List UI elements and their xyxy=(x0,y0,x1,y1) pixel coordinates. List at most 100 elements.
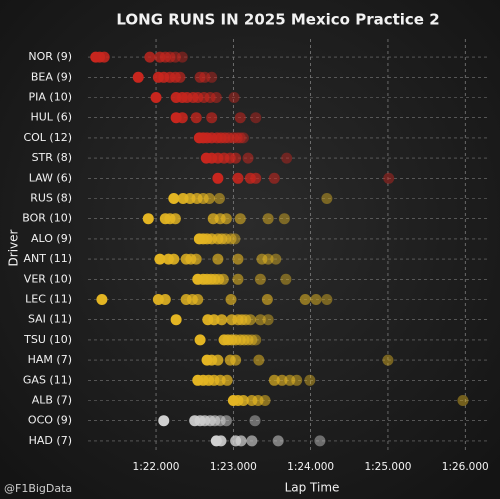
lap-point xyxy=(232,172,244,184)
lap-point xyxy=(235,435,247,447)
lap-point xyxy=(154,253,166,265)
lap-point xyxy=(228,92,240,103)
lap-point xyxy=(206,112,218,124)
lap-point xyxy=(190,112,202,124)
y-tick-label: HAM (7) xyxy=(28,353,72,366)
lap-point xyxy=(383,172,395,184)
y-tick-label: BEA (9) xyxy=(31,70,72,83)
lap-point xyxy=(168,253,180,265)
lap-point xyxy=(215,435,227,447)
lap-point xyxy=(276,374,288,386)
lap-point xyxy=(280,273,292,285)
lap-point xyxy=(272,435,284,447)
lap-point xyxy=(213,193,225,204)
lap-point xyxy=(382,354,394,366)
y-tick-label: BOR (10) xyxy=(22,212,72,225)
lap-point xyxy=(244,314,256,326)
lap-point xyxy=(232,273,244,285)
y-tick-label: NOR (9) xyxy=(28,50,72,63)
lap-point xyxy=(199,71,211,83)
lap-point xyxy=(457,395,469,406)
lap-point xyxy=(98,51,110,63)
y-tick-label: STR (8) xyxy=(32,151,72,164)
lap-point xyxy=(254,314,266,326)
lap-point xyxy=(246,435,258,447)
lap-point xyxy=(250,334,262,346)
y-tick-label: GAS (11) xyxy=(23,373,72,386)
y-tick-label: ALO (9) xyxy=(31,232,72,245)
lap-point xyxy=(229,233,241,245)
y-tick-label: HAD (7) xyxy=(29,434,72,447)
y-tick-label: PIA (10) xyxy=(29,91,72,104)
lap-point xyxy=(176,112,188,124)
lap-point xyxy=(221,374,233,386)
lap-point xyxy=(242,152,254,164)
lap-point xyxy=(281,152,293,164)
lap-point xyxy=(190,253,202,265)
lap-point xyxy=(250,172,262,184)
lap-point xyxy=(234,213,246,225)
lap-point xyxy=(225,294,237,305)
lap-point xyxy=(261,294,273,305)
lap-point xyxy=(176,51,188,63)
lap-point xyxy=(268,374,280,386)
lap-point xyxy=(237,395,249,406)
lap-point xyxy=(169,51,181,63)
watermark: @F1BigData xyxy=(4,482,72,495)
lap-point xyxy=(212,253,224,265)
y-tick-label: ALB (7) xyxy=(32,394,72,407)
lap-point xyxy=(246,334,258,346)
y-axis-label: Driver xyxy=(7,229,21,266)
lap-point xyxy=(234,112,246,124)
lap-point xyxy=(254,273,266,285)
lap-point xyxy=(159,294,171,305)
y-tick-label: VER (10) xyxy=(24,272,72,285)
lap-point xyxy=(194,334,206,346)
lap-point xyxy=(249,415,261,427)
lap-point xyxy=(174,71,186,83)
y-tick-label: ANT (11) xyxy=(23,252,72,265)
lap-point xyxy=(132,71,144,83)
lap-point xyxy=(262,253,274,265)
lap-point xyxy=(250,112,262,124)
lap-point xyxy=(268,172,280,184)
lap-point xyxy=(216,314,228,326)
y-tick-label: LEC (11) xyxy=(25,293,72,306)
lap-point xyxy=(169,213,181,225)
lap-point xyxy=(230,354,242,366)
y-tick-label: LAW (6) xyxy=(29,171,72,184)
x-axis-label: Lap Time xyxy=(285,481,340,495)
lap-point xyxy=(158,415,170,427)
lap-point xyxy=(220,213,232,225)
lap-point xyxy=(192,294,204,305)
lap-point xyxy=(220,415,232,427)
lap-point xyxy=(208,314,220,326)
x-tick-label: 1:23.000 xyxy=(210,461,257,473)
lap-point xyxy=(96,294,108,305)
lap-point xyxy=(144,51,156,63)
lap-point xyxy=(291,374,303,386)
lap-point xyxy=(314,435,326,447)
lap-point xyxy=(310,294,322,305)
x-tick-label: 1:22.000 xyxy=(133,461,180,473)
lap-point xyxy=(150,92,162,103)
lap-point xyxy=(234,132,246,144)
lap-point xyxy=(210,92,222,103)
lap-point xyxy=(212,354,224,366)
lap-point xyxy=(217,273,229,285)
lap-point xyxy=(237,132,249,144)
y-tick-label: TSU (10) xyxy=(23,333,72,346)
y-tick-label: SAI (11) xyxy=(28,313,72,326)
x-tick-label: 1:25.000 xyxy=(364,461,411,473)
x-tick-label: 1:26.000 xyxy=(442,461,489,473)
y-tick-label: COL (12) xyxy=(23,131,72,144)
lap-point xyxy=(304,374,316,386)
y-tick-label: HUL (6) xyxy=(30,111,72,124)
y-tick-label: OCO (9) xyxy=(28,414,72,427)
lap-point xyxy=(262,314,274,326)
lap-point xyxy=(212,172,224,184)
lap-point xyxy=(321,294,333,305)
lap-point xyxy=(203,193,215,204)
